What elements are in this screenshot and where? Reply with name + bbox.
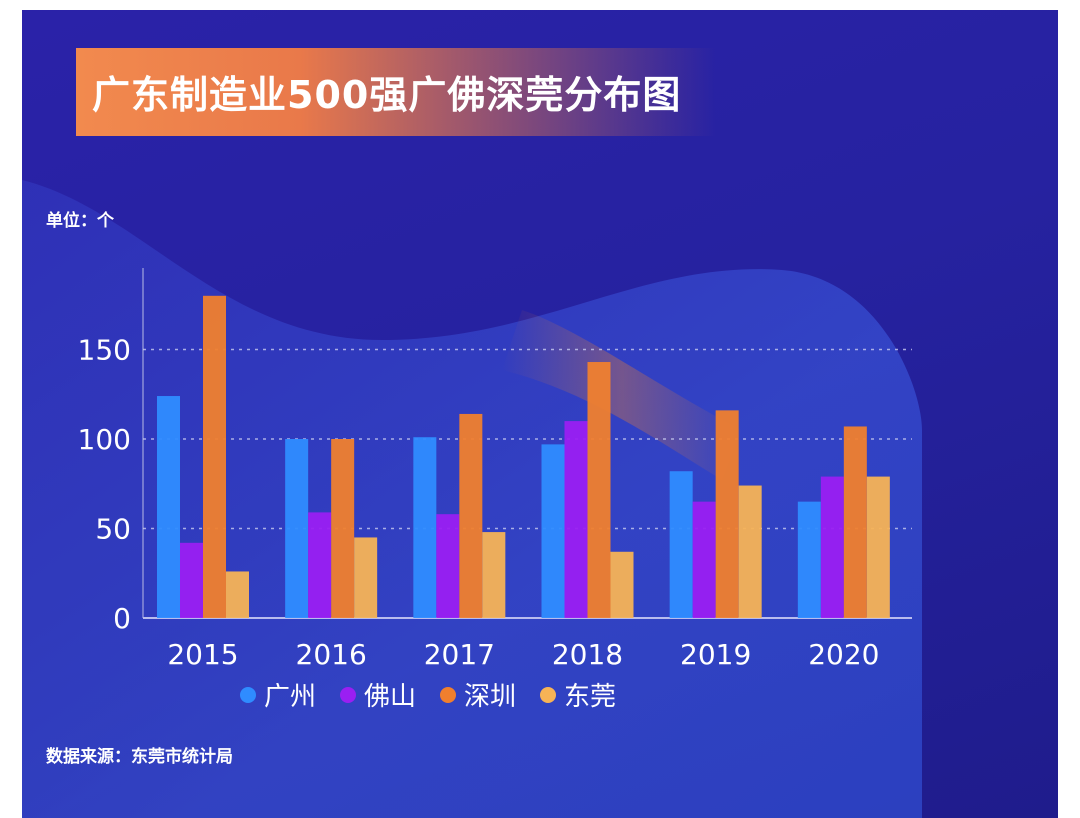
bar-2017-1 — [436, 514, 460, 618]
bar-2016-1 — [308, 512, 332, 618]
y-tick-label: 0 — [113, 602, 131, 635]
bar-2015-1 — [180, 542, 203, 618]
data-source: 数据来源：东莞市统计局 — [46, 747, 233, 767]
bar-2016-2 — [331, 439, 355, 618]
title-banner — [76, 48, 716, 136]
legend-label-guangzhou: 广州 — [264, 682, 317, 712]
bar-2019-2 — [715, 410, 739, 618]
bar-2018-2 — [587, 362, 611, 618]
legend-swatch-guangzhou — [240, 686, 256, 703]
legend-item-guangzhou: 广州 — [240, 676, 316, 713]
bar-2020-3 — [866, 476, 890, 618]
x-tick-label: 2019 — [680, 638, 751, 671]
chart-title: 广东制造业500强广佛深莞分布图 — [92, 73, 682, 117]
y-tick-label: 100 — [78, 423, 131, 456]
legend-swatch-shenzhen — [440, 686, 457, 703]
bar-2017-2 — [459, 413, 483, 618]
x-tick-label: 2017 — [424, 638, 495, 671]
bar-2016-0 — [285, 439, 309, 618]
bar-2019-3 — [738, 485, 762, 618]
legend-swatch-dongguan — [540, 686, 557, 703]
bar-2018-3 — [610, 551, 634, 618]
bar-2018-1 — [564, 421, 588, 618]
bar-2018-0 — [541, 444, 565, 618]
bar-2020-0 — [797, 501, 821, 618]
bar-2020-2 — [843, 426, 867, 618]
legend-label-foshan: 佛山 — [364, 682, 417, 712]
bar-2017-3 — [482, 532, 506, 618]
bar-2019-0 — [669, 471, 693, 618]
x-tick-label: 2018 — [552, 638, 623, 671]
bar-2019-1 — [692, 501, 716, 618]
legend-label-dongguan: 东莞 — [564, 682, 617, 712]
legend-item-shenzhen: 深圳 — [440, 676, 516, 713]
x-tick-label: 2020 — [808, 638, 879, 671]
bar-2015-0 — [157, 396, 180, 618]
bar-2016-3 — [354, 537, 378, 618]
legend-swatch-foshan — [340, 686, 357, 703]
bar-2017-0 — [413, 437, 437, 618]
legend-item-foshan: 佛山 — [340, 676, 416, 713]
x-tick-label: 2016 — [296, 638, 367, 671]
unit-label: 单位：个 — [46, 211, 114, 231]
legend: 广州 佛山 深圳 东莞 — [240, 676, 616, 713]
bar-2015-2 — [203, 295, 226, 618]
x-tick-label: 2015 — [167, 638, 238, 671]
bar-2020-1 — [820, 476, 844, 618]
bar-2015-3 — [226, 571, 249, 618]
legend-item-dongguan: 东莞 — [540, 676, 616, 713]
y-tick-label: 150 — [78, 334, 131, 367]
legend-label-shenzhen: 深圳 — [464, 682, 517, 712]
y-tick-label: 50 — [95, 513, 131, 546]
